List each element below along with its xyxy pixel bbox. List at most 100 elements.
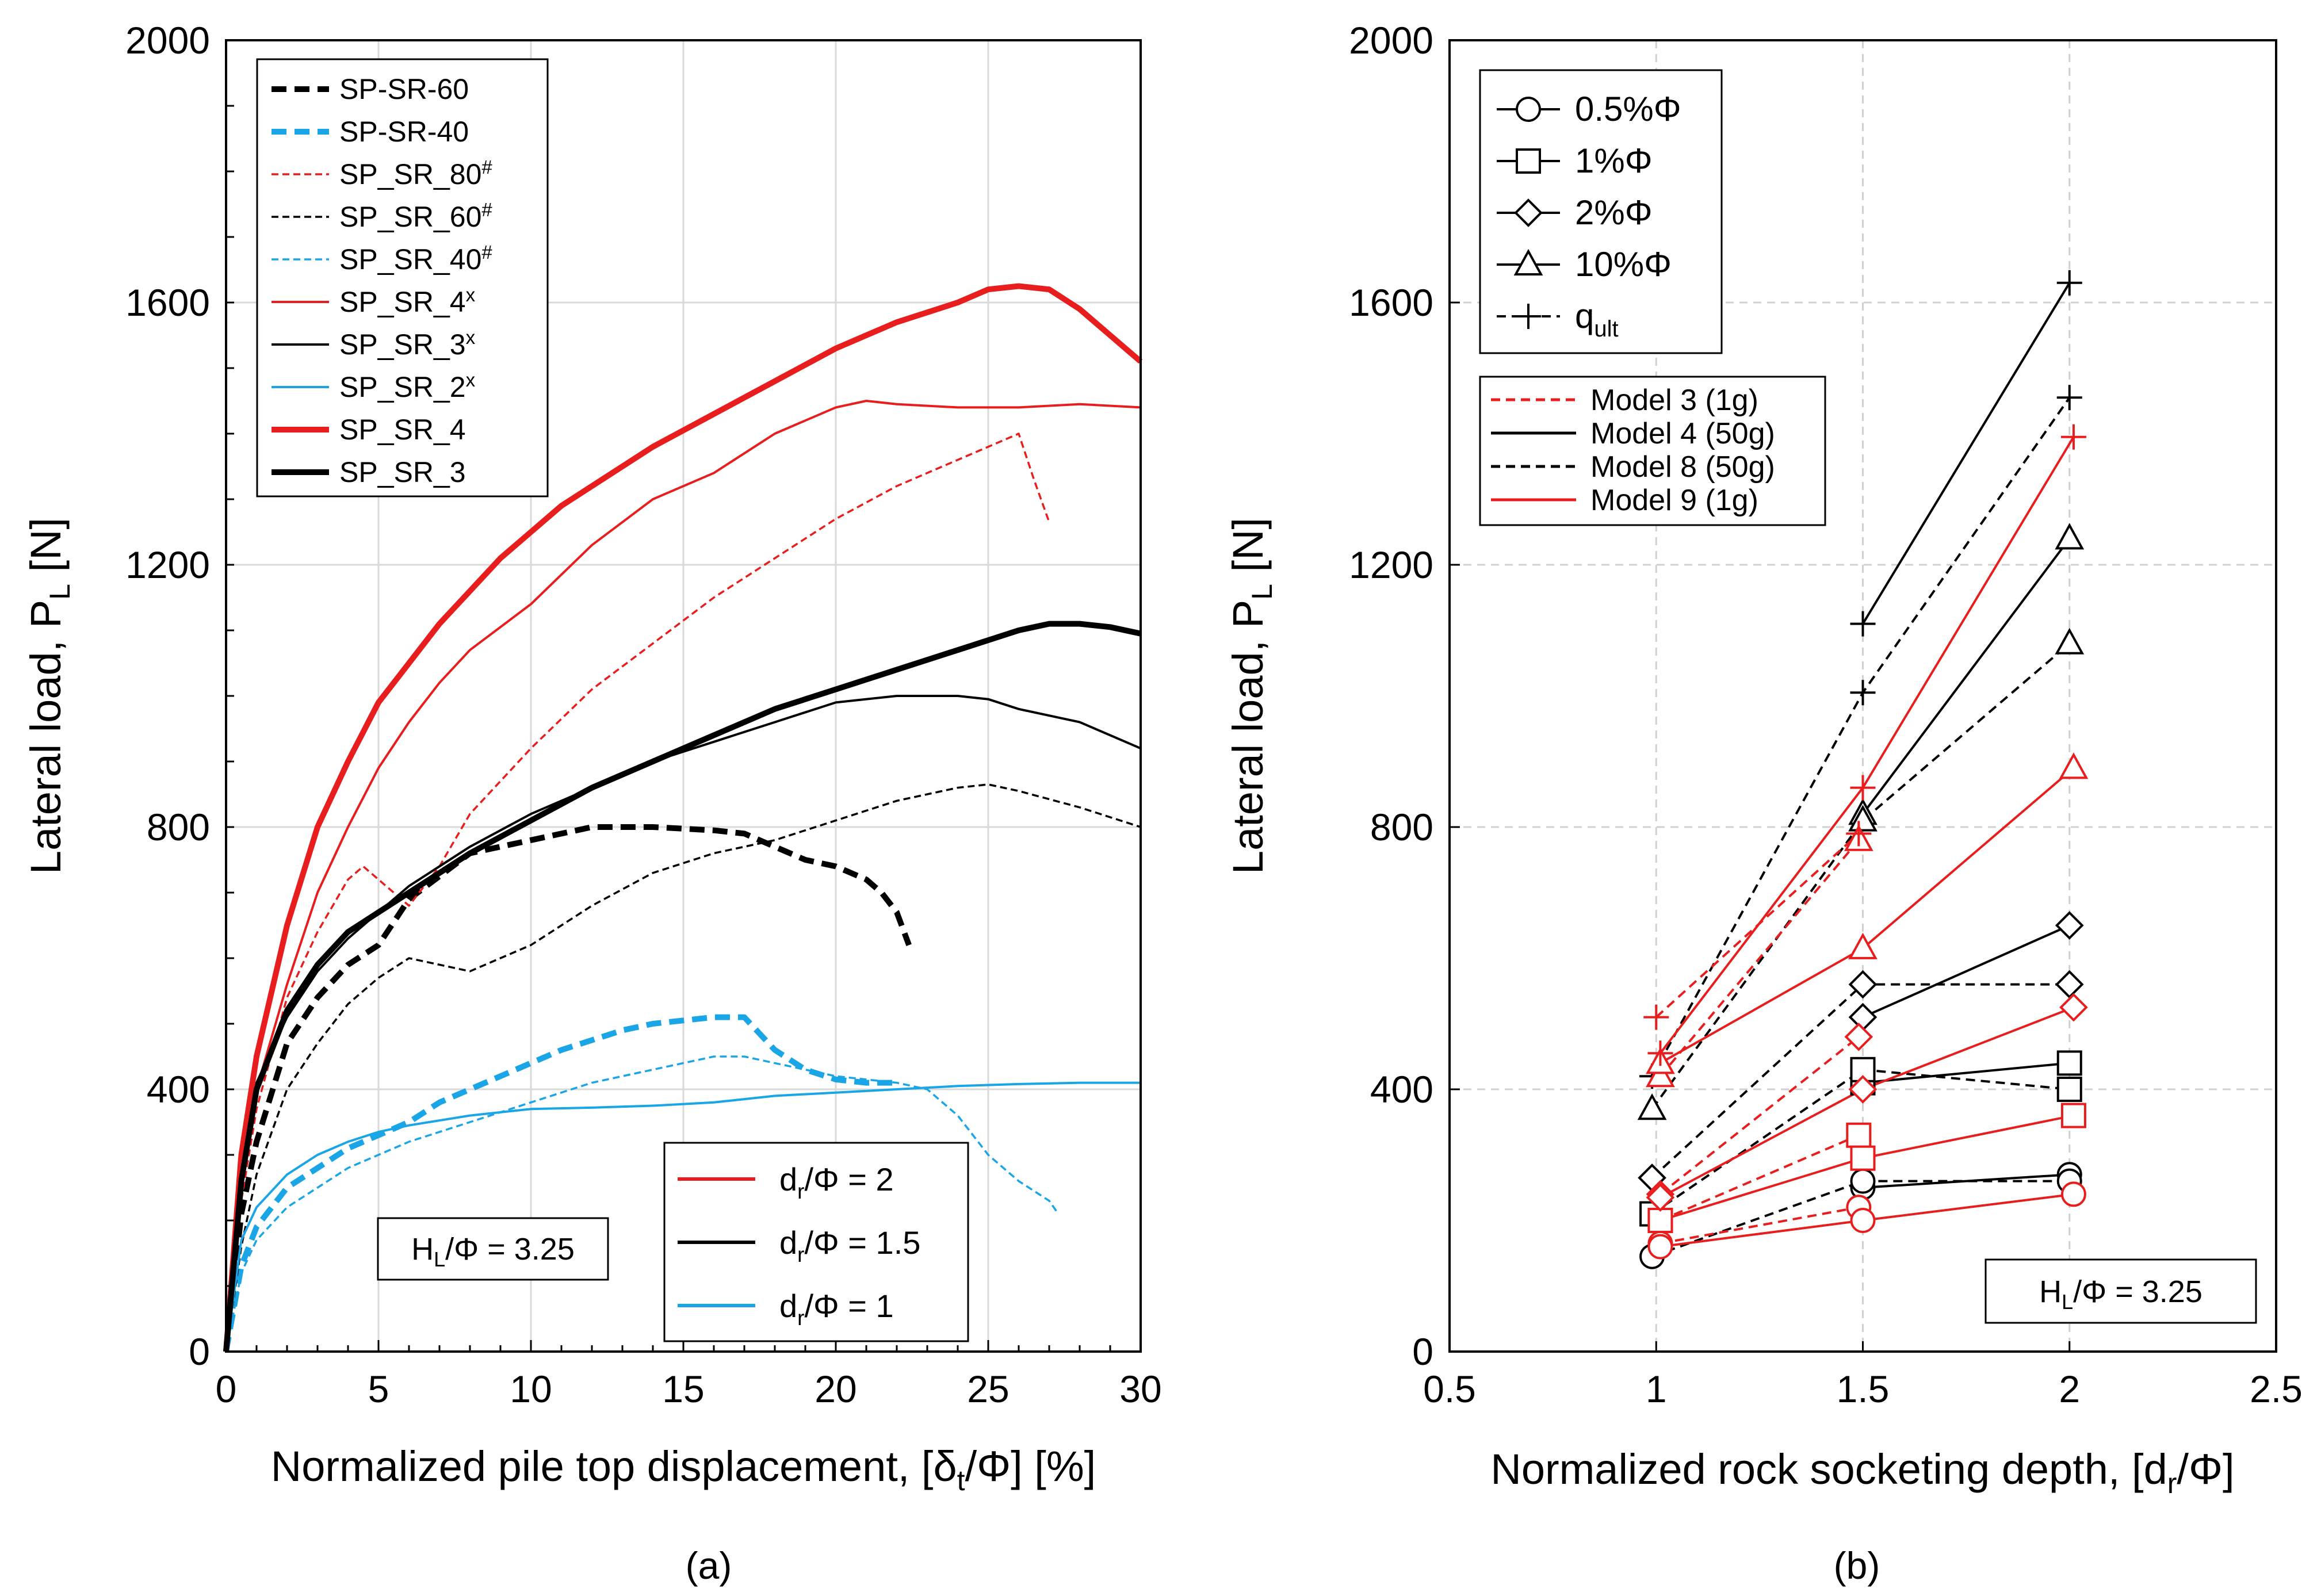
panel-a-chart: 0 5 10 15 20 25 30 0 400 800 1200 1600 2000 SP-SR-6… [22,19,1162,1497]
panel-b-point-model-8-50g-triangle [1637,1093,1667,1120]
panel-b-y-tick-label: 1600 [1349,281,1433,324]
panel-a-y-tick-label: 800 [147,806,210,848]
panel-a-series-sp-sr-4x [225,400,1141,1352]
panel-a-series-sp-sr-40 [223,1014,897,1352]
panel-a-legend-label-sp-sr-40: SP-SR-40 [339,116,469,148]
panel-a-x-tick-label: 5 [368,1368,389,1410]
panel-b-x-axis-title: Normalized rock socketing depth, [dr/Φ] [1490,1445,2234,1499]
panel-b-point-model-9-1g-plus [1850,775,1876,801]
panel-b-series [1637,270,2089,1269]
panel-b-point-model-9-1g-diamond [2059,993,2088,1022]
panel-b-annotation: HL/Φ = 3.25 [2039,1274,2203,1314]
panel-a-y-tick-label: 2000 [125,19,210,62]
caption-a: (a) [686,1544,732,1587]
panel-b-point-model-3-1g-diamond [1844,1022,1873,1051]
panel-b-line-model-4-50g-triangle [1861,538,2071,815]
panel-b-y-tick-label: 800 [1370,806,1433,848]
panel-b-point-model-3-1g-plus [1643,1004,1669,1030]
panel-b-marker-legend-symbol-circle [1516,97,1541,122]
panel-a-series-sp-sr-60 [223,824,912,1352]
panel-b-x-ticks: 0.5 1 1.5 2 2.5 [1423,1341,2303,1410]
panel-b-annotation-box [1984,1258,2257,1324]
panel-b-marker-legend: 0.5%Φ 1%Φ 2%Φ 10%Φ qult [1479,69,1723,354]
panel-a-annotation: HL/Φ = 3.25 [411,1232,575,1271]
panel-b-point-model-8-50g-circle [1850,1168,1876,1194]
panel-b-line-model-9-1g-plus [1659,436,2075,1054]
panel-b-line-model-3-1g-square [1660,1134,1860,1222]
panel-a-annotation-box [377,1217,609,1281]
panel-a-y-tick-label: 1600 [125,281,210,324]
panel-b-marker-legend-label-square: 1%Φ [1575,141,1653,180]
panel-b-x-tick-label: 2.5 [2250,1368,2303,1410]
panel-b-point-model-4-50g-triangle [2055,523,2085,550]
panel-a-x-tick-label: 20 [815,1368,856,1410]
panel-b-chart: 0.5 1 1.5 2 2.5 0 400 800 1200 1600 2000 0.5%Φ 1%Φ… [1224,19,2303,1499]
panel-a-legend-label-sp-sr-40: SP_SR_40# [339,242,492,275]
panel-b-line-model-4-50g-square [1863,1062,2070,1084]
panel-b-y-tick-label: 1200 [1349,544,1433,586]
panel-b-marker-legend-label-plus: qult [1575,297,1619,342]
panel-b-point-model-8-50g-diamond [1848,970,1878,999]
panel-b-model-legend-label-model-8-50g: Model 8 (50g) [1590,450,1775,484]
panel-a-series [223,283,1143,1352]
panel-a-series-legend: SP-SR-60 SP-SR-40 SP_SR_80# SP_SR_60# SP_SR_… [256,58,549,497]
panel-b-y-axis-title: Lateral load, PL [N] [1224,518,1278,874]
panel-b-x-tick-label: 0.5 [1423,1368,1476,1410]
panel-b-point-model-9-1g-circle [1850,1208,1876,1233]
panel-a-legend-label-sp-sr-3x: SP_SR_3x [339,327,476,361]
panel-b-x-tick-label: 2 [2059,1368,2080,1410]
panel-a-series-sp-sr-80 [225,433,1050,1352]
panel-a-x-ticks: 0 5 10 15 20 25 30 [216,1340,1162,1410]
panel-b-point-model-4-50g-square [2056,1050,2082,1076]
panel-a-y-tick-label: 400 [147,1068,210,1111]
panel-b-point-model-8-50g-plus [2056,385,2082,411]
panel-a-depth-legend: dr/Φ = 2 dr/Φ = 1.5 dr/Φ = 1 [663,1142,969,1342]
panel-a-y-tick-label: 0 [189,1330,210,1373]
panel-b-point-model-3-1g-square [1846,1122,1872,1148]
panel-b-point-model-8-50g-square [2056,1077,2082,1102]
panel-b-line-model-3-1g-circle [1660,1206,1859,1245]
panel-a-x-tick-label: 0 [216,1368,237,1410]
panel-b-y-ticks: 0 400 800 1200 1600 2000 [1349,19,1460,1373]
panel-a-series-sp-sr-60 [225,783,1141,1352]
panel-b-point-model-9-1g-circle [2060,1181,2086,1207]
panel-b-point-model-3-1g-triangle [1646,1061,1675,1088]
panel-a-x-tick-label: 25 [967,1368,1009,1410]
panel-b-point-model-9-1g-triangle [1848,932,1878,959]
panel-a-x-tick-label: 30 [1119,1368,1161,1410]
panel-b-x-tick-label: 1.5 [1837,1368,1890,1410]
panel-b-model-legend: Model 3 (1g)Model 4 (50g)Model 8 (50g)Mo… [1479,376,1826,526]
panel-b-line-model-8-50g-triangle [1651,642,2071,1110]
panel-b-line-model-3-1g-triangle [1659,839,1860,1077]
panel-a-legend-label-sp-sr-2x: SP_SR_2x [339,369,476,403]
panel-b-line-model-4-50g-diamond [1862,924,2070,1019]
panel-b-point-model-4-50g-diamond [1848,1002,1878,1032]
panel-b-y-tick-label: 0 [1412,1330,1433,1373]
panel-a-depth-legend-label-dr-2: dr/Φ = 2 [779,1161,894,1203]
panel-b-point-model-9-1g-diamond [1848,1075,1878,1104]
panel-b-y-tick-label: 400 [1370,1068,1433,1111]
panel-b-point-model-3-1g-plus [1846,821,1872,847]
panel-b-x-tick-label: 1 [1646,1368,1667,1410]
panel-a-legend-label-sp-sr-4x: SP_SR_4x [339,284,476,318]
panel-a-legend-label-sp-sr-80: SP_SR_80# [339,156,492,190]
panel-b-y-tick-label: 2000 [1349,19,1433,62]
panel-b-line-model-4-50g-plus [1861,282,2071,625]
caption-b: (b) [1834,1544,1880,1587]
panel-b-line-model-3-1g-diamond [1660,1036,1860,1195]
panel-b-point-model-9-1g-square [1850,1145,1876,1171]
panel-b-point-model-8-50g-diamond [2055,970,2084,999]
panel-b-marker-legend-label-diamond: 2%Φ [1575,193,1653,232]
panel-b-marker-legend-label-circle: 0.5%Φ [1575,90,1681,128]
panel-a-y-tick-label: 1200 [125,544,210,586]
panel-a-x-axis-title: Normalized pile top displacement, [δt/Φ]… [271,1442,1096,1497]
panel-a-x-tick-label: 15 [662,1368,704,1410]
panel-b-point-model-9-1g-plus [2060,424,2086,450]
panel-a-y-axis-title: Lateral load, PL [N] [22,518,76,874]
panel-b-marker-legend-symbol-plus [1516,304,1541,329]
panel-a-depth-legend-label-dr-1-5: dr/Φ = 1.5 [779,1224,920,1266]
panel-a-y-ticks: 0 400 800 1200 1600 2000 [125,19,234,1373]
panel-b-point-model-8-50g-triangle [1848,805,1878,832]
panel-b-model-legend-label-model-3-1g: Model 3 (1g) [1590,384,1758,417]
